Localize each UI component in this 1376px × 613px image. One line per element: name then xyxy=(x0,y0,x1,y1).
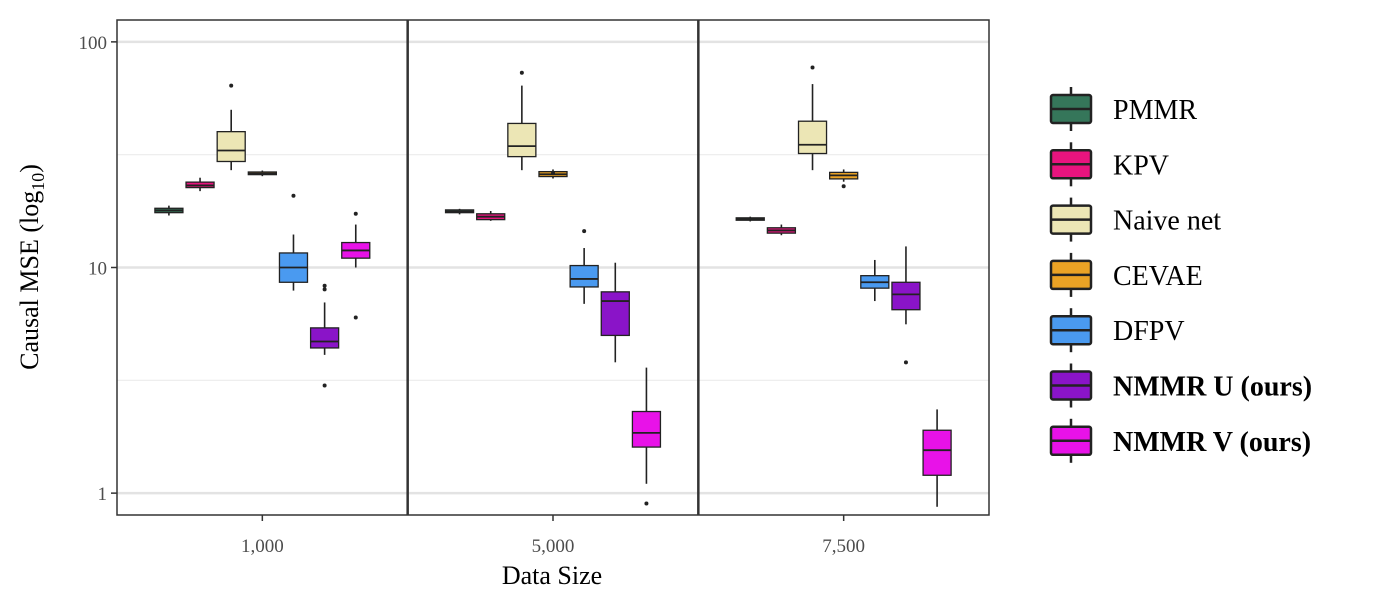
box-body xyxy=(891,281,921,311)
outlier-point-0 xyxy=(903,360,908,365)
box-body xyxy=(309,327,340,349)
box-0-6 xyxy=(341,211,371,320)
box-2-0 xyxy=(735,216,765,222)
box-body xyxy=(569,264,599,288)
outlier-point-0 xyxy=(644,501,649,506)
legend-label-5: NMMR U (ours) xyxy=(1113,372,1312,403)
legend-item-6: NMMR V (ours) xyxy=(1049,418,1311,463)
outlier-point-0 xyxy=(322,287,327,292)
x-tick-label-0: 1,000 xyxy=(241,536,284,557)
box-1-4 xyxy=(569,229,599,304)
y-axis: 1 10 100 xyxy=(79,33,117,505)
y-axis-title-subscript: 10 xyxy=(28,173,48,191)
x-tick-label-1: 5,000 xyxy=(532,536,575,557)
box-1-2 xyxy=(507,70,537,171)
box-2-2 xyxy=(797,65,828,171)
legend-item-1: KPV xyxy=(1049,142,1169,187)
outlier-point-0 xyxy=(229,83,234,88)
outlier-point-0 xyxy=(353,211,358,216)
outlier-point-2 xyxy=(322,383,327,388)
legend-label-4: DFPV xyxy=(1113,316,1185,347)
outlier-point-0 xyxy=(582,229,587,234)
y-axis-title-main: Causal MSE (log xyxy=(15,191,44,370)
outlier-point-0 xyxy=(841,184,846,189)
box-1-0 xyxy=(444,208,475,215)
y-tick-label-1: 10 xyxy=(88,259,107,280)
box-0-3 xyxy=(247,170,277,177)
y-tick-label-2: 100 xyxy=(79,33,108,54)
boxes-layer xyxy=(154,65,952,507)
box-0-2 xyxy=(216,83,246,171)
x-tick-label-2: 7,500 xyxy=(822,536,865,557)
box-1-3 xyxy=(538,169,568,179)
y-axis-title-close: ) xyxy=(15,164,44,173)
legend-label-6: NMMR V (ours) xyxy=(1113,427,1311,458)
outlier-point-1 xyxy=(353,315,358,320)
legend-label-1: KPV xyxy=(1113,150,1169,181)
legend-item-0: PMMR xyxy=(1049,87,1197,131)
box-1-6 xyxy=(631,367,662,506)
x-axis-title: Data Size xyxy=(502,561,602,590)
box-body xyxy=(631,410,662,448)
outlier-point-1 xyxy=(322,283,327,288)
legend-item-3: CEVAE xyxy=(1049,252,1203,297)
gridlines xyxy=(117,40,989,495)
box-0-0 xyxy=(154,205,184,216)
box-body xyxy=(797,120,828,155)
box-body xyxy=(922,429,952,476)
legend: PMMR KPV Naive net CEVAE DFPV NMMR U (ours) NM… xyxy=(1049,87,1312,463)
legend-label-2: Naive net xyxy=(1113,206,1221,237)
box-body xyxy=(507,122,537,158)
outlier-point-0 xyxy=(551,171,555,176)
box-2-5 xyxy=(891,246,921,365)
box-2-3 xyxy=(829,169,859,189)
box-2-6 xyxy=(922,409,952,507)
box-1-5 xyxy=(600,262,630,363)
x-axis: 1,000 5,000 7,500 xyxy=(241,515,865,557)
box-body xyxy=(600,291,630,337)
box-2-4 xyxy=(860,259,890,302)
outlier-point-0 xyxy=(519,70,524,75)
legend-item-4: DFPV xyxy=(1049,308,1185,353)
box-0-5 xyxy=(309,283,340,388)
box-2-1 xyxy=(766,224,797,236)
outlier-point-0 xyxy=(291,193,296,198)
outlier-point-0 xyxy=(810,65,815,70)
legend-item-2: Naive net xyxy=(1049,197,1221,242)
y-tick-label-0: 1 xyxy=(98,484,108,505)
legend-label-3: CEVAE xyxy=(1113,261,1203,292)
legend-label-0: PMMR xyxy=(1113,95,1197,126)
y-axis-title: Causal MSE (log10) xyxy=(15,164,48,370)
box-0-4 xyxy=(278,193,309,291)
box-body xyxy=(216,131,246,163)
box-1-1 xyxy=(476,210,506,221)
box-0-1 xyxy=(185,177,215,192)
legend-item-5: NMMR U (ours) xyxy=(1049,363,1312,408)
